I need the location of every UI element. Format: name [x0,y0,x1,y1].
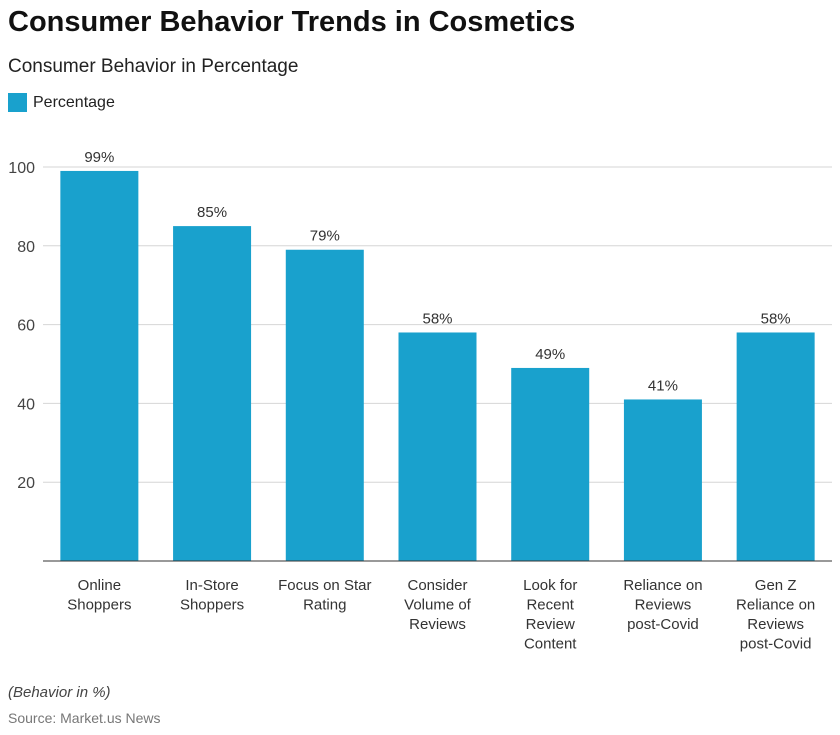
legend-label: Percentage [33,93,115,111]
data-label: 85% [197,204,227,221]
bar [623,399,702,561]
x-tick-label: Content [524,636,577,653]
x-tick-label: In-Store [185,577,238,594]
x-tick-label: Shoppers [180,597,244,614]
bar [60,170,139,561]
x-tick-label: Reliance on [736,597,815,614]
data-label: 58% [761,310,791,327]
data-label: 49% [535,346,565,363]
y-tick-label: 40 [17,396,35,413]
chart-title: Consumer Behavior Trends in Cosmetics [8,6,576,38]
x-tick-label: Consider [407,577,467,594]
x-tick-label: Recent [526,597,574,614]
x-tick-label: Volume of [404,597,472,614]
bar [173,226,252,561]
y-tick-label: 60 [17,318,35,335]
x-tick-label: Rating [303,597,346,614]
y-tick-label: 100 [8,160,35,177]
x-tick-label: Look for [523,577,577,594]
y-tick-label: 80 [17,239,35,256]
data-label: 41% [648,377,678,394]
x-tick-label: Reviews [409,616,466,633]
x-tick-label: post-Covid [627,616,699,633]
data-label: 99% [84,149,114,166]
chart-subtitle: Consumer Behavior in Percentage [8,56,299,77]
y-tick-label: 20 [17,475,35,492]
bar [398,332,477,561]
x-tick-label: Reviews [635,597,692,614]
bar [285,249,364,562]
bar [736,332,815,561]
x-tick-label: post-Covid [740,636,812,653]
chart-source: Source: Market.us News [8,710,161,726]
bar [511,367,590,561]
x-tick-label: Focus on Star [278,577,371,594]
x-tick-label: Reliance on [623,577,702,594]
x-tick-label: Gen Z [755,577,797,594]
chart-note: (Behavior in %) [8,684,111,701]
legend-swatch [8,93,27,112]
x-tick-label: Review [526,616,575,633]
x-tick-label: Reviews [747,616,804,633]
legend: Percentage [8,93,115,112]
data-label: 58% [422,310,452,327]
x-tick-label: Online [78,577,121,594]
x-tick-label: Shoppers [67,597,131,614]
data-label: 79% [310,228,340,245]
